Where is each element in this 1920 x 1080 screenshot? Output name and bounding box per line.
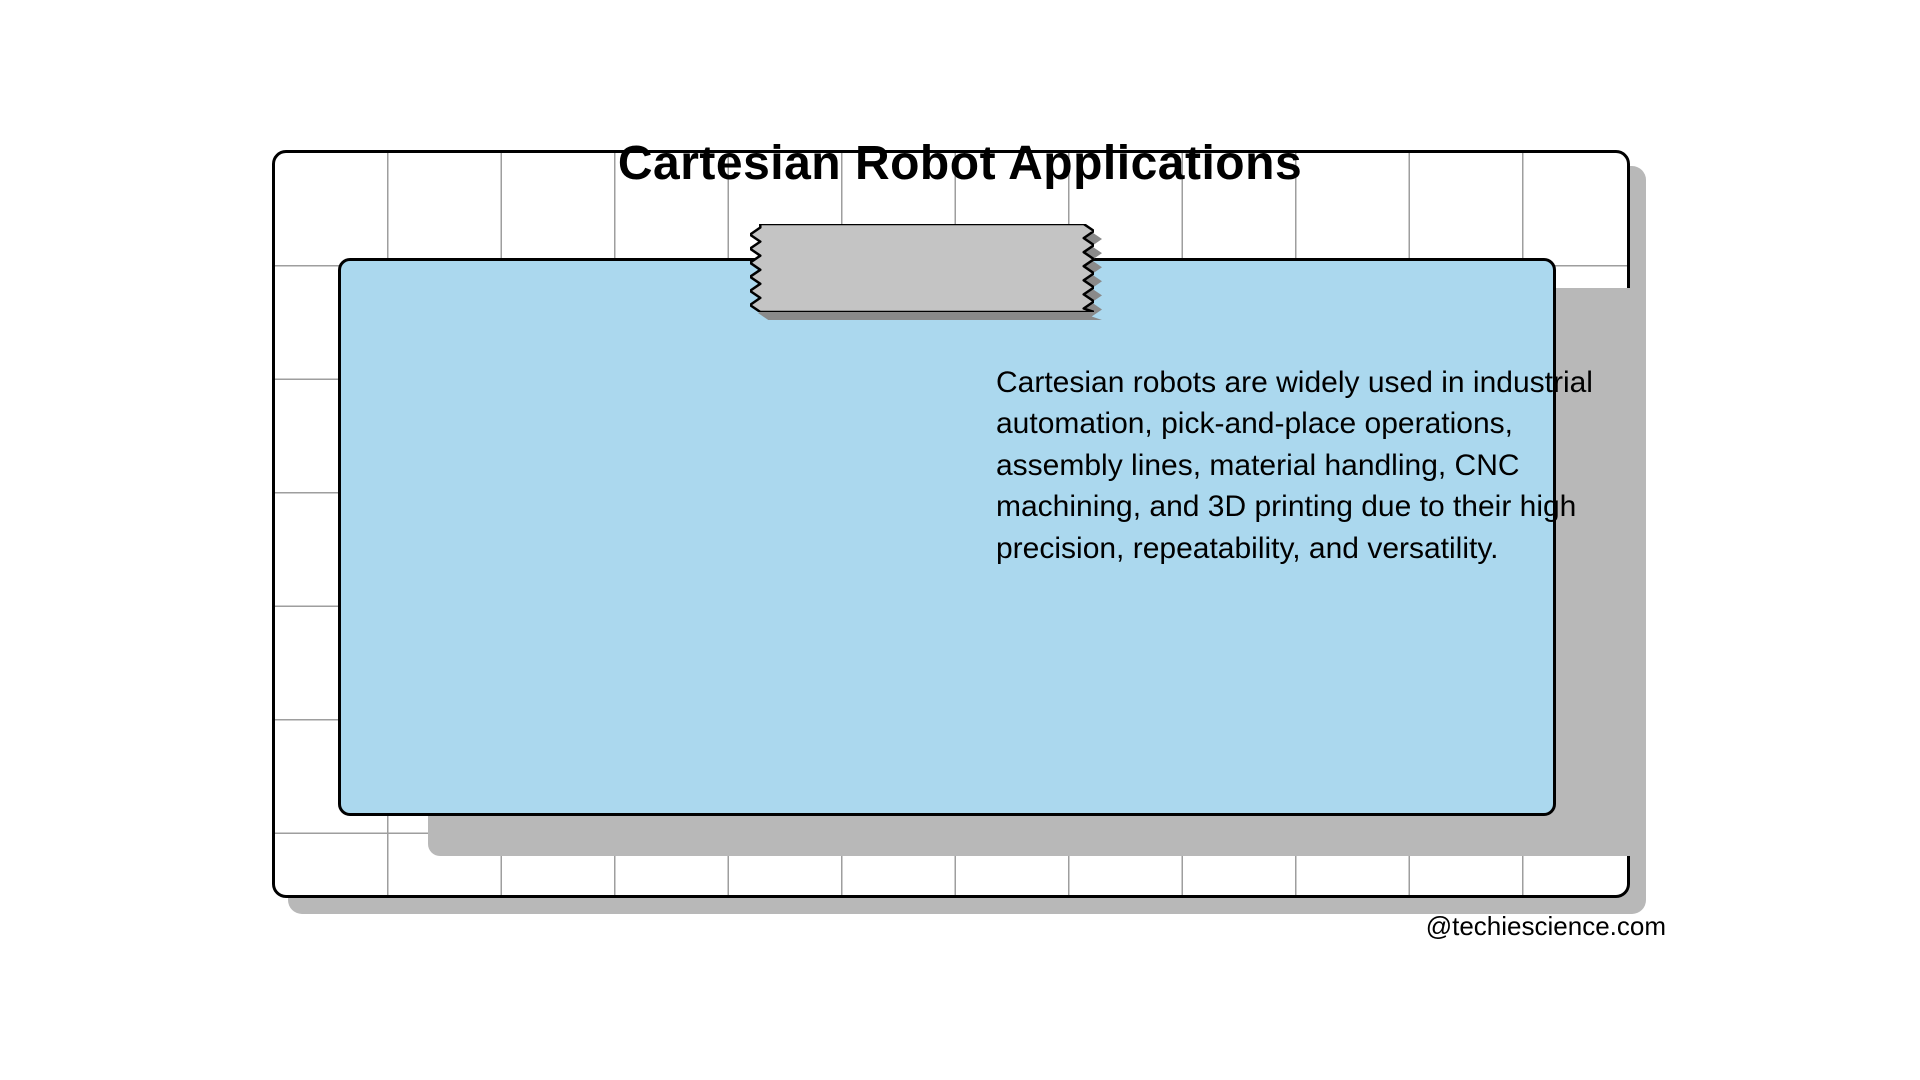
infographic-stage: Cartesian Robot Applications Cartesian r… — [232, 130, 1688, 950]
page-title: Cartesian Robot Applications — [232, 136, 1688, 191]
note-body-text: Cartesian robots are widely used in indu… — [996, 362, 1606, 569]
attribution-text: @techiescience.com — [1426, 911, 1666, 942]
tape-icon — [750, 224, 1094, 312]
